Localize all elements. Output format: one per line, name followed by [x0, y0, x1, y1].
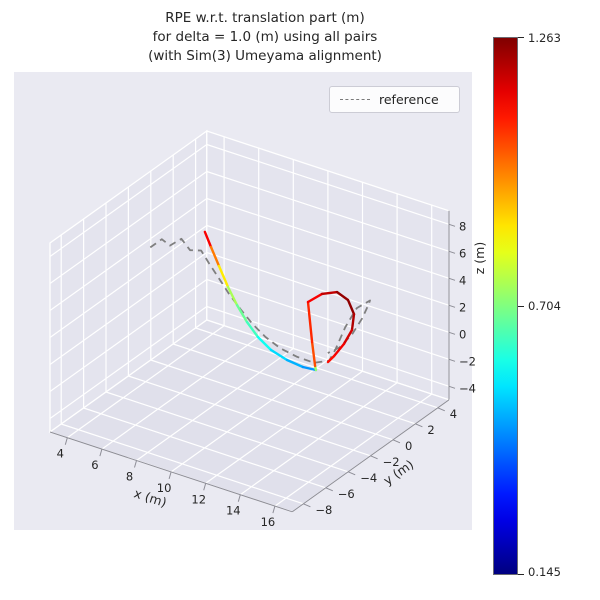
reference-dash-sample [340, 99, 370, 100]
estimate-trajectory [203, 230, 356, 372]
grid-lines [49, 136, 450, 507]
y-tick-label: −6 [338, 487, 355, 501]
z-tick-label: 4 [459, 273, 466, 287]
z-tick-label: −2 [459, 354, 476, 368]
colorbar-tick-mid [518, 305, 524, 307]
legend-label: reference [379, 92, 439, 107]
y-tick-label: 2 [427, 423, 434, 437]
y-tick-label: 4 [450, 407, 457, 421]
y-tick-label: −2 [383, 455, 400, 469]
y-tick-label: −4 [360, 471, 377, 485]
colorbar-max-label: 1.263 [528, 31, 561, 45]
reference-trajectory [149, 237, 371, 364]
y-tick-label: −8 [315, 503, 332, 517]
x-tick-label: 4 [57, 447, 64, 461]
z-tick-label: 6 [459, 246, 466, 260]
colorbar-tick-min [518, 573, 524, 575]
colorbar-mid-label: 0.704 [528, 299, 561, 313]
x-tick-label: 14 [226, 504, 241, 518]
z-tick-label: 2 [459, 300, 466, 314]
x-tick-label: 6 [91, 458, 98, 472]
y-tick-label: 0 [405, 439, 412, 453]
tick-marks [64, 223, 456, 514]
z-tick-label: −4 [459, 381, 476, 395]
z-tick-label: 0 [459, 327, 466, 341]
z-axis-label: z (m) [472, 242, 487, 274]
x-tick-label: 16 [261, 515, 276, 529]
reference-line [149, 237, 371, 364]
legend: reference [329, 86, 460, 113]
tick-labels: 4 6 8 10 12 14 16 4 2 0 −2 −4 −6 −8 8 6 4 2 0 −2 −4 [57, 219, 476, 529]
title-line-3: (with Sim(3) Umeyama alignment) [148, 48, 382, 64]
colorbar-min-label: 0.145 [528, 565, 561, 579]
colorbar-gradient [493, 37, 518, 575]
title-line-2: for delta = 1.0 (m) using all pairs [152, 29, 378, 45]
x-tick-label: 10 [157, 481, 172, 495]
colorbar-tick-max [518, 36, 524, 38]
x-tick-label: 8 [126, 470, 133, 484]
z-tick-label: 8 [459, 219, 466, 233]
title-line-1: RPE w.r.t. translation part (m) [165, 10, 365, 26]
chart-title: RPE w.r.t. translation part (m) for delt… [0, 9, 530, 66]
x-tick-label: 12 [191, 492, 206, 506]
